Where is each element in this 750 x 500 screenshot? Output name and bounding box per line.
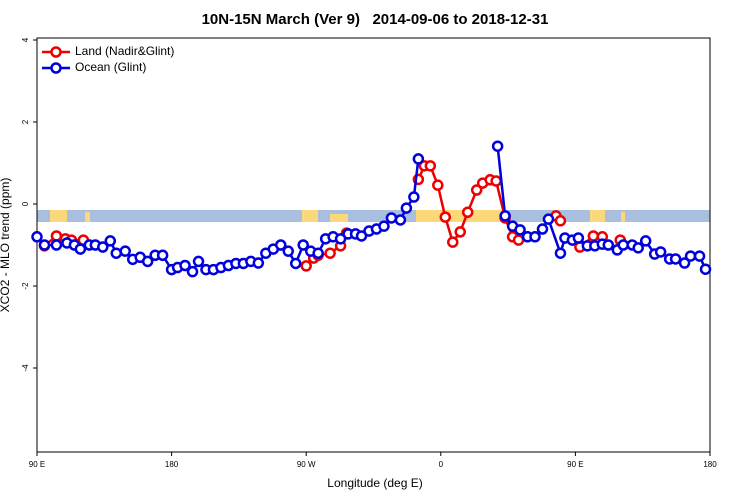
- point: [385, 212, 398, 224]
- point: [282, 245, 295, 257]
- chart-title: 10N-15N March (Ver 9) 2014-09-06 to 2018…: [202, 11, 549, 28]
- land-patch: [621, 212, 625, 222]
- point: [104, 235, 117, 247]
- y-tick-label: 4: [21, 37, 30, 42]
- point: [156, 249, 169, 261]
- land-patch: [85, 212, 90, 222]
- land-patch: [416, 210, 502, 222]
- point: [554, 247, 567, 259]
- point: [536, 223, 549, 235]
- point: [470, 184, 483, 196]
- point: [499, 210, 511, 222]
- point: [38, 239, 51, 251]
- point: [179, 259, 191, 272]
- point: [632, 242, 644, 254]
- legend-marker: [50, 62, 62, 74]
- x-tick-label: 180: [703, 460, 717, 469]
- point: [447, 236, 459, 248]
- point: [141, 255, 154, 268]
- x-tick-label: 90 W: [297, 460, 316, 469]
- point: [312, 247, 324, 259]
- y-tick-label: -4: [21, 364, 30, 372]
- land-patch: [590, 210, 605, 222]
- point: [424, 160, 437, 172]
- point: [275, 239, 287, 251]
- y-tick-label: -2: [21, 282, 30, 290]
- land-patch: [50, 210, 67, 222]
- point: [432, 179, 444, 191]
- point: [602, 239, 615, 251]
- point: [408, 191, 420, 203]
- point: [31, 231, 43, 243]
- point: [50, 230, 63, 242]
- sea-band: [37, 210, 710, 222]
- point: [693, 250, 706, 262]
- legend-label: Land (Nadir&Glint): [75, 44, 174, 58]
- point: [639, 235, 652, 247]
- x-tick-label: 90 E: [29, 460, 45, 469]
- y-axis-title: XCO2 - MLO trend (ppm): [0, 178, 12, 313]
- point: [542, 213, 555, 225]
- point: [378, 220, 390, 232]
- point: [587, 230, 600, 242]
- point: [669, 253, 682, 265]
- point: [74, 243, 87, 255]
- point: [394, 214, 407, 226]
- point: [50, 239, 63, 251]
- point: [554, 215, 567, 227]
- point: [110, 247, 123, 259]
- point: [192, 255, 205, 268]
- point: [617, 239, 630, 251]
- point: [461, 206, 474, 218]
- legend-marker: [50, 46, 62, 58]
- point: [186, 265, 199, 278]
- point: [684, 250, 697, 262]
- point: [572, 232, 585, 244]
- point: [514, 224, 526, 236]
- point: [97, 241, 109, 253]
- point: [119, 245, 131, 257]
- point: [355, 230, 368, 242]
- point: [252, 257, 265, 269]
- point: [454, 226, 466, 238]
- point: [300, 260, 312, 272]
- point: [400, 202, 413, 214]
- point: [529, 231, 541, 243]
- point: [490, 175, 502, 187]
- legend-label: Ocean (Glint): [75, 60, 146, 74]
- point: [324, 247, 336, 259]
- x-tick-label: 90 E: [567, 460, 583, 469]
- land-patch: [302, 210, 318, 222]
- y-tick-label: 2: [21, 119, 30, 124]
- land-sea-strip: [37, 210, 710, 222]
- plot-frame: [36, 37, 711, 453]
- point: [491, 140, 504, 152]
- point: [654, 246, 667, 258]
- point: [678, 257, 691, 269]
- point: [289, 257, 302, 270]
- point: [439, 211, 452, 223]
- x-tick-label: 180: [165, 460, 179, 469]
- point: [297, 239, 309, 251]
- point: [512, 234, 525, 246]
- x-tick-label: 0: [439, 460, 444, 469]
- x-axis-title: Longitude (deg E): [327, 476, 422, 490]
- point: [699, 263, 712, 275]
- point: [412, 153, 425, 165]
- land-patch: [330, 214, 348, 222]
- y-tick-label: 0: [21, 201, 30, 206]
- point: [334, 233, 347, 245]
